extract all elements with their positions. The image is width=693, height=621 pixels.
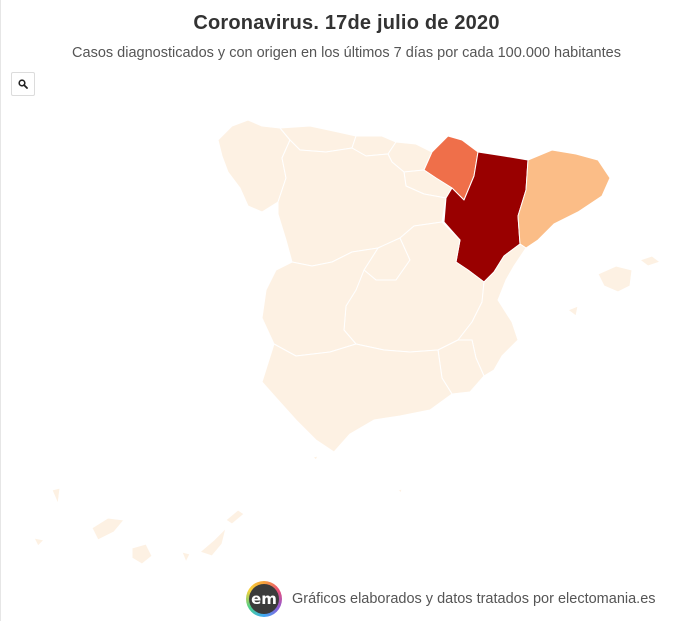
map-title: Coronavirus. 17de julio de 2020 (193, 12, 500, 34)
footer-credit: em Gráficos elaborados y datos tratados … (246, 580, 656, 618)
region-canarias[interactable] (33, 487, 245, 565)
zoom-button[interactable] (11, 72, 35, 96)
region-cataluna[interactable] (517, 149, 611, 249)
credit-text: Gráficos elaborados y datos tratados por… (292, 591, 656, 607)
left-border (0, 0, 1, 621)
region-andalucia[interactable] (261, 343, 453, 453)
region-extremadura[interactable] (261, 247, 379, 357)
region-ceuta[interactable] (312, 455, 319, 461)
logo-text: em (249, 584, 279, 614)
search-icon (18, 79, 28, 89)
region-melilla[interactable] (397, 488, 403, 494)
electomania-logo[interactable]: em (246, 581, 282, 617)
map-subtitle: Casos diagnosticados y con origen en los… (72, 45, 621, 61)
region-baleares[interactable] (567, 255, 661, 317)
